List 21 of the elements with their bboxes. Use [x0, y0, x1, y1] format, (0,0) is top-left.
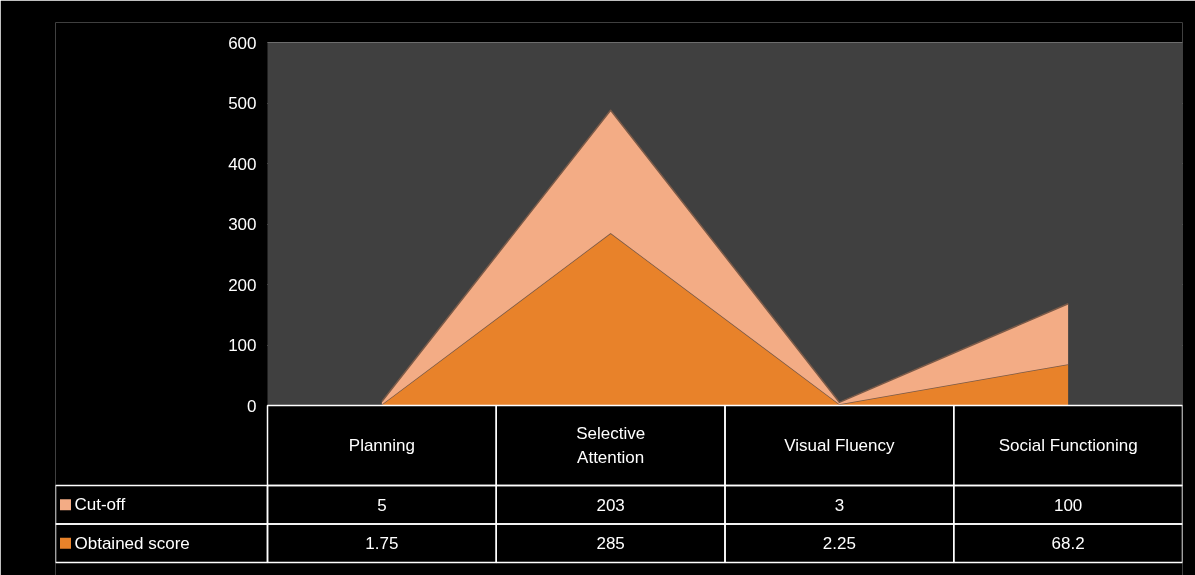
- data-label: 203: [596, 495, 625, 515]
- x-tick-label: Social Functioning: [998, 436, 1138, 455]
- data-label: 100: [1053, 495, 1083, 515]
- x-tick-label: Selective Attention: [576, 423, 646, 468]
- data-label: 285: [596, 534, 625, 554]
- legend-label: Cut-off: [74, 495, 126, 515]
- data-label: 5: [377, 495, 387, 515]
- y-tick-label: 200: [228, 275, 257, 295]
- y-tick-label: 600: [228, 33, 257, 53]
- y-tick-label: 100: [228, 336, 257, 355]
- y-tick-label: 400: [228, 154, 257, 174]
- data-label: 3: [834, 495, 845, 515]
- data-label: 1.75: [365, 534, 399, 554]
- data-label: 68.2: [1051, 534, 1085, 554]
- y-tick-label: 0: [247, 396, 257, 416]
- x-tick-label: Planning: [348, 436, 415, 455]
- y-tick-label: 500: [228, 94, 257, 113]
- data-label: 2.25: [822, 534, 856, 554]
- legend-label: Obtained score: [74, 533, 190, 553]
- y-tick-label: 300: [228, 215, 257, 234]
- x-tick-label: Visual Fluency: [784, 436, 895, 455]
